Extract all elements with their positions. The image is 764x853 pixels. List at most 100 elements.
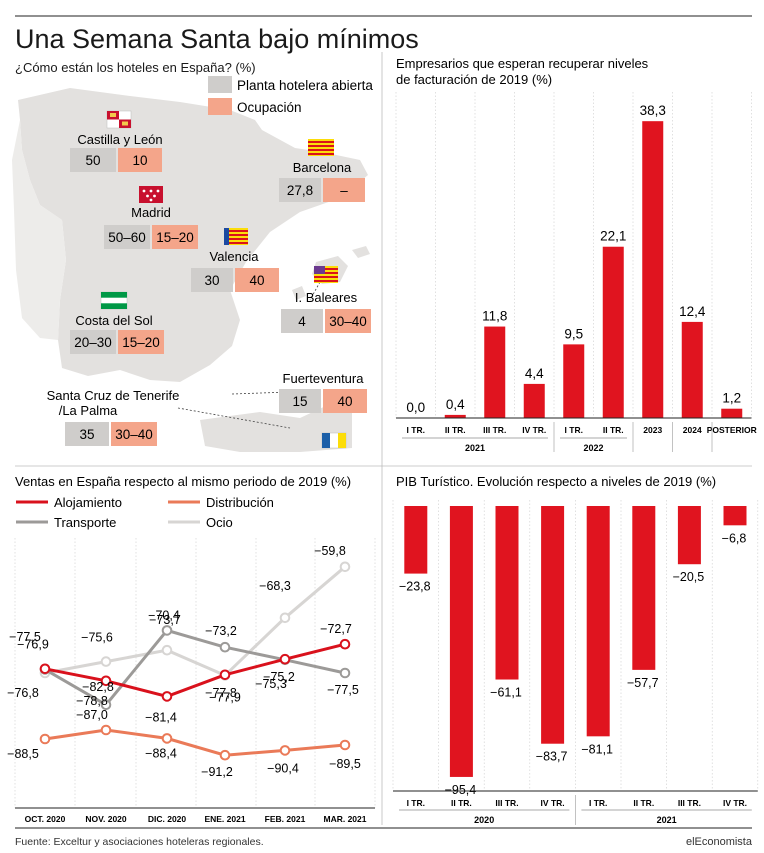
recovery-value-label: 22,1 (600, 229, 626, 244)
region-name-costa-del-sol: Costa del Sol (75, 313, 152, 328)
sales-legend-label: Transporte (54, 515, 116, 530)
region-fuerteventura: Fuerteventura 15 40 (279, 371, 367, 449)
pib-value-label: −57,7 (627, 676, 659, 690)
menorca-shape (352, 246, 370, 258)
pib-tick-label: IV TR. (723, 798, 747, 808)
occ-box-costa-del-sol (118, 330, 164, 354)
sales-value-label: −87,0 (76, 708, 108, 722)
sales-value-label: −77,5 (327, 683, 359, 697)
sales-series-line (44, 728, 346, 757)
pib-bar (586, 506, 610, 737)
legend-label-open: Planta hotelera abierta (237, 78, 373, 93)
recovery-bars: 0,0 0,4 11,8 4,4 9,5 22,1 38,3 12,4 1,2 (406, 103, 743, 419)
region-name-barcelona: Barcelona (293, 160, 352, 175)
sales-value-label: −75,3 (255, 677, 287, 691)
sales-value-label: −73,2 (205, 624, 237, 638)
recovery-chart-title-line2: de facturación de 2019 (%) (396, 72, 552, 87)
region-name-tenerife-line2: /La Palma (59, 403, 118, 418)
madrid-flag-icon (139, 186, 163, 203)
legend-swatch-open (208, 76, 232, 93)
occ-box-baleares (325, 309, 371, 333)
sales-value-label: −81,4 (145, 710, 177, 724)
pib-bar (632, 506, 656, 670)
open-box-costa-del-sol (70, 330, 116, 354)
region-name-fuerteventura: Fuerteventura (283, 371, 365, 386)
occ-box-castilla-leon (118, 148, 162, 172)
pib-tick-label: I TR. (407, 798, 425, 808)
pib-value-label: −6,8 (722, 531, 747, 545)
sales-value-label: −77,5 (9, 630, 41, 644)
recovery-value-label: 1,2 (722, 391, 741, 406)
open-box-tenerife (65, 422, 109, 446)
occ-box-valencia (235, 268, 279, 292)
sales-point (219, 669, 231, 681)
pib-tick-label: II TR. (633, 798, 654, 808)
recovery-bar (484, 326, 506, 418)
ibiza-shape (292, 286, 306, 300)
castilla-leon-flag-icon (106, 110, 132, 129)
legend-label-occupancy: Ocupación (237, 100, 302, 115)
sales-point (339, 561, 351, 573)
sales-value-label: −59,8 (314, 544, 346, 558)
recovery-chart-title-line1: Empresarios que esperan recuperar nivele… (396, 56, 649, 71)
pib-group-label: 2021 (657, 815, 677, 825)
baleares-flag-icon (314, 266, 338, 283)
sales-value-label: −89,5 (329, 757, 361, 771)
sales-axis: OCT. 2020 NOV. 2020 DIC. 2020 ENE. 2021 FEB.… (15, 807, 375, 824)
recovery-value-label: 12,4 (679, 304, 706, 319)
legend-swatch-occupancy (208, 98, 232, 115)
sales-point (161, 691, 173, 702)
canarias-shape (200, 404, 352, 452)
sales-point (339, 638, 351, 650)
pib-value-label: −61,1 (490, 686, 522, 700)
sales-point (161, 644, 173, 656)
recovery-bar (642, 121, 664, 419)
recovery-group-label: 2022 (583, 443, 603, 453)
open-box-barcelona (279, 178, 321, 202)
sales-point (219, 749, 231, 761)
open-value-barcelona: 27,8 (287, 183, 313, 198)
page-title: Una Semana Santa bajo mínimos (15, 24, 419, 54)
hotels-map-panel: ¿Cómo están los hoteles en España? (%) P… (12, 60, 373, 452)
sales-line-chart: Ventas en España respecto al mismo perio… (7, 474, 376, 824)
sales-point (279, 745, 291, 756)
pib-value-label: −95,4 (445, 783, 477, 797)
sales-value-label: −77,9 (209, 690, 241, 704)
sales-value-label: −73,7 (149, 613, 181, 627)
recovery-tick-label: 2024 (683, 425, 702, 435)
sales-tick-label: FEB. 2021 (265, 814, 306, 824)
sales-series-line (44, 642, 346, 698)
sales-value-label: −77,8 (205, 686, 237, 700)
sales-point (161, 625, 173, 636)
recovery-group-label: 2021 (465, 443, 485, 453)
recovery-axis: I TR. II TR. III TR. IV TR. I TR. II TR. 2023 2… (396, 417, 757, 453)
sales-value-label: −88,5 (7, 747, 39, 761)
sales-series: −77,5 −75,6 −73,7 −77,9 −68,3 −59,8 −76,9 −82,8… (7, 544, 361, 779)
pib-tick-label: II TR. (451, 798, 472, 808)
sales-tick-label: OCT. 2020 (25, 814, 66, 824)
sales-legend: Alojamiento Distribución Transporte Ocio (16, 495, 274, 530)
region-name-madrid: Madrid (131, 205, 171, 220)
open-value-castilla-leon: 50 (85, 153, 100, 168)
open-box-baleares (281, 309, 323, 333)
sales-chart-title: Ventas en España respecto al mismo perio… (15, 474, 351, 489)
brand-logo: elEconomista (686, 836, 753, 848)
recovery-bar (681, 321, 703, 418)
recovery-value-label: 38,3 (640, 103, 666, 118)
sales-tick-label: NOV. 2020 (85, 814, 127, 824)
occ-value-fuerteventura: 40 (337, 394, 352, 409)
sales-value-label: −82,8 (82, 680, 114, 694)
sales-point (100, 724, 112, 736)
pib-value-label: −81,1 (581, 742, 613, 756)
sales-value-label: −78,8 (76, 694, 108, 708)
pib-bar (404, 506, 428, 574)
recovery-tick-label: POSTERIOR (707, 425, 757, 435)
recovery-bar (602, 246, 624, 418)
occ-value-madrid: 15–20 (156, 230, 194, 245)
sales-legend-label: Alojamiento (54, 495, 122, 510)
baleares-leader-line (309, 281, 321, 301)
tenerife-leader-line (177, 407, 291, 429)
map-subtitle: ¿Cómo están los hoteles en España? (%) (15, 60, 256, 75)
occ-value-valencia: 40 (249, 273, 264, 288)
